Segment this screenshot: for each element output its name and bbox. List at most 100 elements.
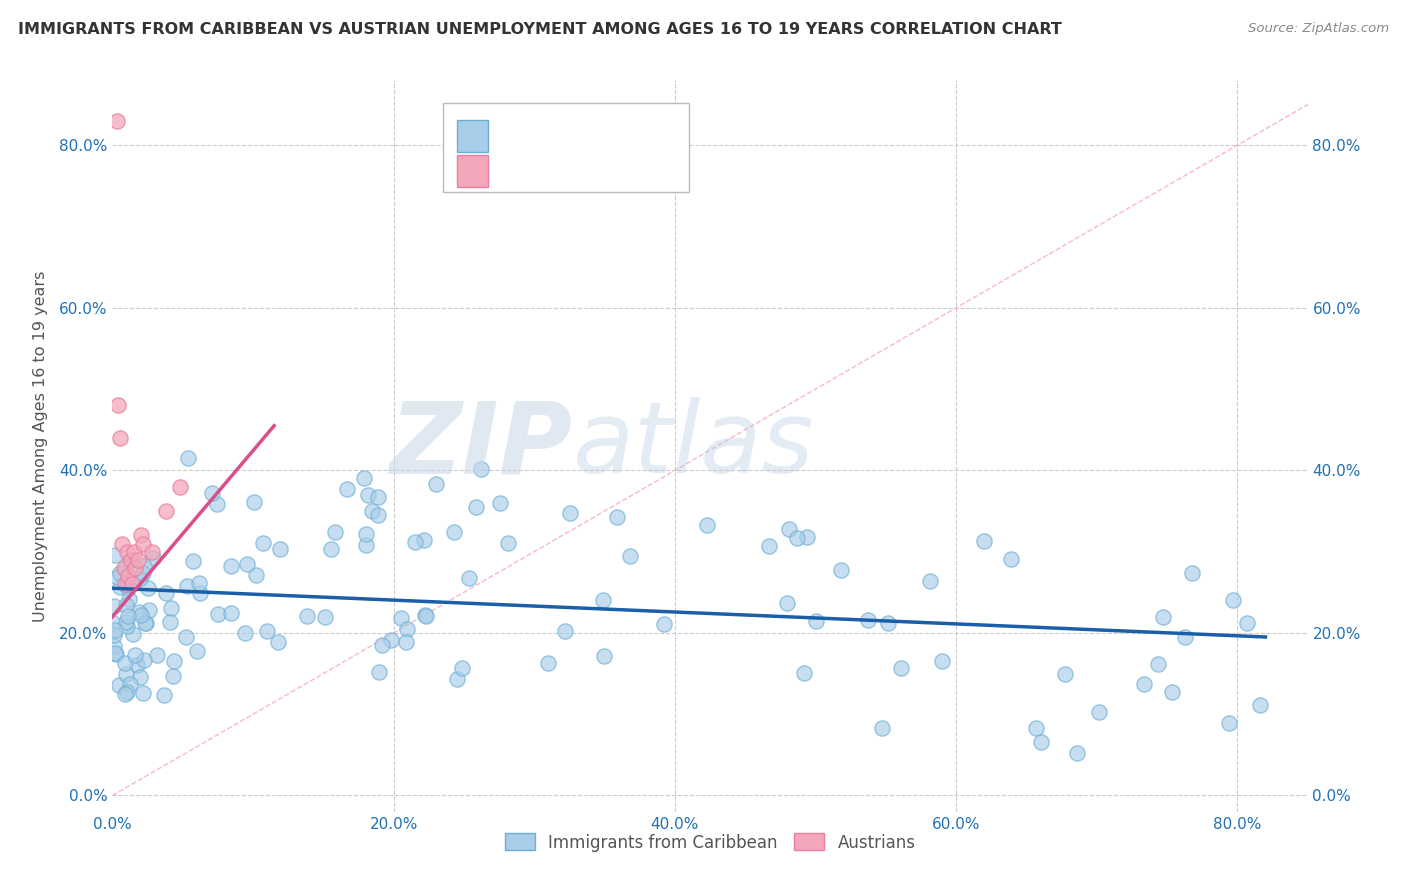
Point [778,522,800,536]
Point [120,553,142,567]
Point [169,480,191,494]
Point [153,688,176,702]
Point [920,574,942,588]
Point [138,603,160,617]
Point [269,542,291,557]
Point [267,635,290,649]
Point [134,652,156,666]
Point [793,666,815,681]
Y-axis label: Unemployment Among Ages 16 to 19 years: Unemployment Among Ages 16 to 19 years [32,270,48,622]
Point [297,609,319,624]
Point [142,551,165,566]
Point [443,525,465,540]
Point [115,578,138,592]
Point [931,654,953,668]
Point [110,566,132,580]
Point [450,661,472,675]
Point [159,615,181,629]
Point [367,665,389,679]
Point [104,647,127,661]
Point [1249,698,1271,712]
Point [114,598,136,612]
Point [207,497,229,511]
Point [107,398,129,412]
Point [1161,684,1184,698]
Point [1031,734,1053,748]
Point [110,580,132,594]
Point [112,561,135,575]
Point [160,601,183,615]
Point [890,661,912,675]
Point [118,553,141,567]
Point [105,570,128,584]
Point [353,471,375,485]
Point [125,658,148,673]
Text: R =: R = [496,162,534,180]
Point [135,615,157,630]
Point [396,622,419,636]
Point [104,623,127,637]
Point [786,531,808,545]
Point [115,544,138,558]
Point [117,684,139,698]
Point [758,539,780,553]
Point [256,624,278,639]
Point [1133,677,1156,691]
Text: N =: N = [593,162,633,180]
Point [1152,610,1174,624]
Point [245,567,267,582]
Point [446,672,468,686]
Point [395,634,418,648]
Point [115,666,138,681]
Point [162,669,184,683]
Point [181,554,204,568]
Point [404,535,426,549]
Point [176,451,198,466]
Text: ZIP: ZIP [389,398,572,494]
Text: 18: 18 [628,162,665,180]
Point [696,518,718,533]
Point [141,544,163,558]
Point [458,571,481,585]
Point [1053,667,1076,681]
Point [470,461,492,475]
Point [796,530,818,544]
Point [314,609,336,624]
Point [115,615,138,629]
Point [233,626,256,640]
Point [1147,657,1170,672]
Point [804,614,827,628]
Point [155,504,177,518]
Point [114,687,136,701]
Point [973,533,995,548]
Text: R =: R = [496,127,534,145]
Point [236,557,259,571]
Point [592,649,614,664]
Point [323,525,346,540]
Point [425,476,447,491]
Point [146,648,169,663]
Point [357,488,380,502]
Point [1236,616,1258,631]
Text: Source: ZipAtlas.com: Source: ZipAtlas.com [1249,22,1389,36]
Point [127,553,149,567]
Point [103,628,125,642]
Point [128,605,150,619]
Point [465,500,488,514]
Point [115,618,138,632]
Point [122,627,145,641]
Point [188,576,211,591]
Point [186,644,208,658]
Text: atlas: atlas [572,398,814,494]
Point [188,586,211,600]
Point [360,504,382,518]
Point [389,611,412,625]
Text: IMMIGRANTS FROM CARIBBEAN VS AUSTRIAN UNEMPLOYMENT AMONG AGES 16 TO 19 YEARS COR: IMMIGRANTS FROM CARIBBEAN VS AUSTRIAN UN… [18,22,1062,37]
Point [129,608,152,623]
Point [870,721,893,735]
Point [129,571,152,585]
Point [830,564,852,578]
Point [117,581,139,595]
Point [1174,630,1197,644]
Point [104,646,127,660]
